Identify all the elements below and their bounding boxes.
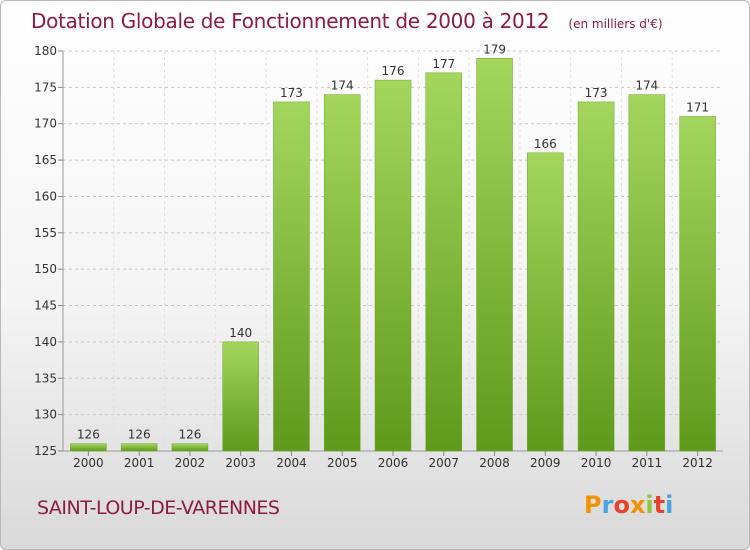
x-tick-label-2004: 2004 xyxy=(276,456,307,470)
value-label-2010: 173 xyxy=(585,86,608,100)
bar-2011 xyxy=(628,94,666,452)
bar-2008 xyxy=(476,58,513,452)
value-label-2004: 173 xyxy=(280,86,303,100)
value-label-2008: 179 xyxy=(483,42,506,56)
bar-2007 xyxy=(425,72,463,452)
bar-2010 xyxy=(577,101,615,452)
commune-name: SAINT-LOUP-DE-VARENNES xyxy=(37,497,280,519)
x-tick-label-2011: 2011 xyxy=(632,456,663,470)
value-label-2000: 126 xyxy=(77,428,100,442)
y-tick-label: 175 xyxy=(34,80,57,94)
brand-letter: t xyxy=(653,491,666,519)
x-tick-label-2008: 2008 xyxy=(479,456,510,470)
value-label-2002: 126 xyxy=(178,428,201,442)
bar-2006 xyxy=(374,79,412,452)
x-tick-label-2010: 2010 xyxy=(581,456,612,470)
y-tick-label: 170 xyxy=(34,117,57,131)
x-tick-label-2001: 2001 xyxy=(124,456,155,470)
value-label-2007: 177 xyxy=(432,57,455,71)
y-tick-label: 165 xyxy=(34,153,57,167)
value-label-2011: 174 xyxy=(635,79,658,93)
brand-letter: r xyxy=(601,491,614,519)
bar-2002 xyxy=(171,443,209,452)
y-tick-label: 135 xyxy=(34,371,57,385)
brand-letter: o xyxy=(613,491,630,519)
x-tick-label-2002: 2002 xyxy=(175,456,206,470)
bar-2005 xyxy=(323,94,361,452)
y-tick-label: 125 xyxy=(34,444,57,458)
brand-letter: i xyxy=(665,491,674,519)
y-tick-label: 145 xyxy=(34,299,57,313)
title-block: Dotation Globale de Fonctionnement de 20… xyxy=(31,9,663,33)
bars xyxy=(70,58,716,452)
chart-title: Dotation Globale de Fonctionnement de 20… xyxy=(31,9,550,33)
bar-2012 xyxy=(679,116,716,452)
y-tick-label: 180 xyxy=(34,44,57,58)
bar-2000 xyxy=(70,443,107,452)
x-tick-label-2009: 2009 xyxy=(530,456,561,470)
value-label-2005: 174 xyxy=(331,79,354,93)
value-label-2009: 166 xyxy=(534,137,557,151)
brand-letter: i xyxy=(645,491,654,519)
x-tick-label-2012: 2012 xyxy=(682,456,713,470)
y-tick-label: 160 xyxy=(34,189,57,203)
bar-2003 xyxy=(222,341,259,452)
y-tick-label: 155 xyxy=(34,226,57,240)
bar-2001 xyxy=(120,443,158,452)
labels: 125 130 135 140 145 150 155 160 165 170 175 180 126 2… xyxy=(34,42,713,470)
value-label-2003: 140 xyxy=(229,326,252,340)
y-tick-label: 150 xyxy=(34,262,57,276)
x-tick-label-2006: 2006 xyxy=(378,456,409,470)
brand-logo: Proxiti xyxy=(584,491,673,519)
value-label-2006: 176 xyxy=(382,64,405,78)
value-label-2001: 126 xyxy=(128,428,151,442)
x-tick-label-2003: 2003 xyxy=(225,456,256,470)
x-tick-label-2005: 2005 xyxy=(327,456,358,470)
bar-2004 xyxy=(273,101,310,452)
y-tick-label: 130 xyxy=(34,408,57,422)
chart-unit-label: (en milliers d'€) xyxy=(568,17,663,31)
x-tick-label-2000: 2000 xyxy=(73,456,104,470)
y-tick-label: 140 xyxy=(34,335,57,349)
x-tick-label-2007: 2007 xyxy=(428,456,459,470)
brand-letter: x xyxy=(629,491,646,519)
value-label-2012: 171 xyxy=(686,100,709,114)
bar-2009 xyxy=(527,152,564,452)
brand-letter: P xyxy=(584,491,602,519)
